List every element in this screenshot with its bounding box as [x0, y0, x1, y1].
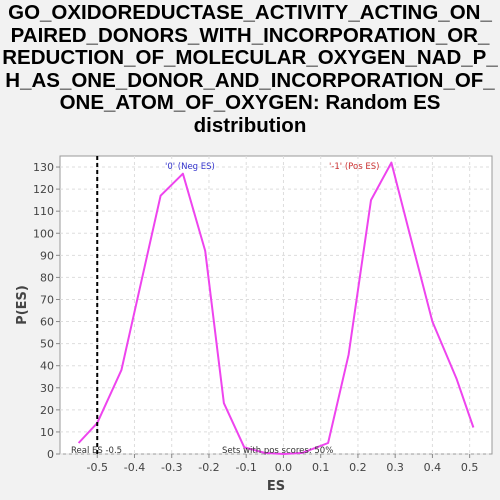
title-line-5: ONE_ATOM_OF_OXYGEN: Random ES — [59, 91, 441, 114]
x-tick-label: 0.0 — [275, 461, 293, 474]
y-tick-label: 110 — [33, 205, 54, 218]
y-tick-label: 20 — [40, 404, 54, 417]
title-line-6: distribution — [193, 113, 307, 137]
pos-es-label: '-1' (Pos ES) — [329, 162, 379, 172]
x-tick-label: -0.1 — [235, 461, 256, 474]
y-tick-label: 50 — [40, 338, 54, 351]
x-tick-label: 0.2 — [349, 461, 367, 474]
x-tick-label: 0.3 — [386, 461, 404, 474]
real-es-label: Real ES -0.5 — [71, 446, 122, 456]
y-tick-label: 100 — [33, 227, 54, 240]
title-line-2: PAIRED_DONORS_WITH_INCORPORATION_OR_ — [10, 23, 490, 47]
y-tick-label: 0 — [47, 448, 54, 461]
x-tick-label: 0.4 — [424, 461, 442, 474]
y-tick-label: 130 — [33, 161, 54, 174]
x-tick-label: -0.2 — [198, 461, 219, 474]
y-tick-label: 60 — [40, 316, 54, 329]
y-tick-label: 90 — [40, 249, 54, 262]
x-axis-title: ES — [267, 479, 285, 494]
title-line-4: H_AS_ONE_DONOR_AND_INCORPORATION_OF_ — [5, 68, 495, 92]
chart-title: GO_OXIDOREDUCTASE_ACTIVITY_ACTING_ON_ PA… — [0, 1, 500, 137]
y-tick-label: 40 — [40, 360, 54, 373]
neg-es-label: '0' (Neg ES) — [165, 162, 215, 172]
x-tick-label: 0.5 — [461, 461, 479, 474]
y-tick-label: 10 — [40, 426, 54, 439]
title-line-3: REDUCTION_OF_MOLECULAR_OXYGEN_NAD_P_ — [2, 46, 498, 69]
x-tick-label: -0.5 — [87, 461, 108, 474]
y-tick-label: 70 — [40, 293, 54, 306]
sets-pos-scores-label: Sets with pos scores: 50% — [222, 446, 333, 456]
es-distribution-line — [77, 161, 475, 455]
x-tick-label: 0.1 — [312, 461, 330, 474]
y-tick-label: 80 — [40, 271, 54, 284]
y-axis-title: P(ES) — [15, 285, 30, 325]
plot-area — [59, 155, 493, 455]
x-tick-label: -0.3 — [161, 461, 182, 474]
x-tick-label: -0.4 — [124, 461, 145, 474]
series-layer — [77, 161, 475, 455]
y-tick-label: 30 — [40, 382, 54, 395]
y-tick-label: 120 — [33, 183, 54, 196]
axis-ticks: -0.5 -0.4 -0.3 -0.2 -0.1 0.0 0.1 0.2 0.3 0.4 0.5 0 1… — [33, 161, 478, 474]
title-line-1: GO_OXIDOREDUCTASE_ACTIVITY_ACTING_ON_ — [8, 1, 492, 24]
